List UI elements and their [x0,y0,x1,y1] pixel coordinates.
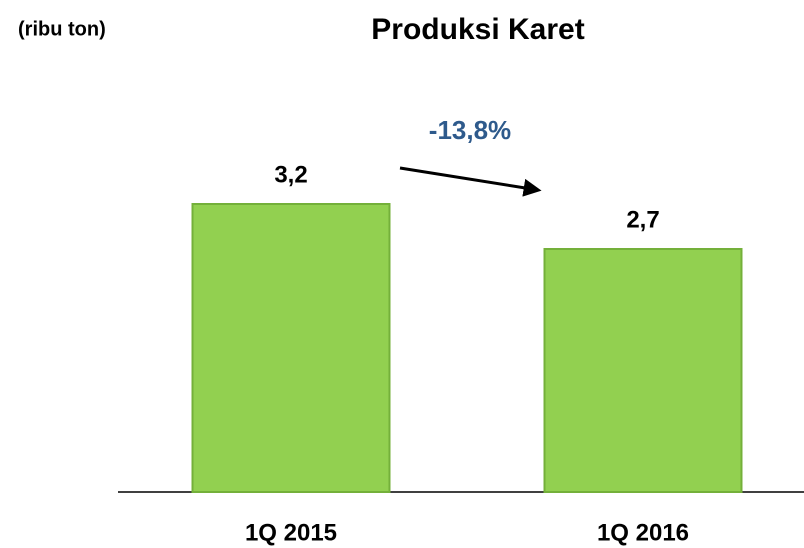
bar [191,203,391,493]
value-label: 2,7 [626,206,659,233]
change-annotation: -13,8% [429,115,511,145]
x-tick-label: 1Q 2015 [245,519,337,546]
bar [543,248,743,493]
x-tick-label: 1Q 2016 [597,519,689,546]
change-arrow [399,166,542,197]
y-axis-label: (ribu ton) [18,18,106,40]
chart-title: Produksi Karet [371,13,584,46]
value-label: 3,2 [274,161,307,188]
